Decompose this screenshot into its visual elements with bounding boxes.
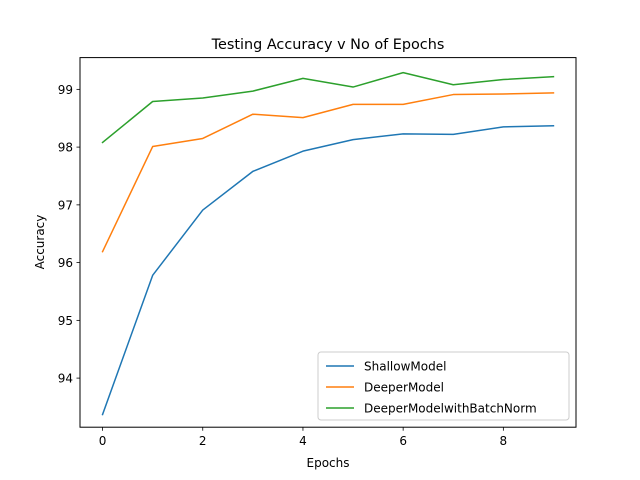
legend-label-0: ShallowModel xyxy=(364,360,446,374)
y-tick-label: 96 xyxy=(58,256,73,270)
y-tick-label: 98 xyxy=(58,141,73,155)
series-line-1 xyxy=(101,92,555,253)
legend: ShallowModel DeeperModel DeeperModelwithBa… xyxy=(317,351,570,421)
x-tick-label: 6 xyxy=(399,434,407,448)
x-tick-label: 8 xyxy=(500,434,508,448)
x-axis-ticks: 0 2 4 6 8 xyxy=(99,427,507,448)
x-tick-label: 0 xyxy=(99,434,107,448)
y-axis-ticks: 94 95 96 97 98 99 xyxy=(58,83,80,386)
legend-box xyxy=(317,351,570,421)
y-tick-label: 97 xyxy=(58,198,73,212)
y-tick-label: 94 xyxy=(58,372,73,386)
legend-label-1: DeeperModel xyxy=(364,381,444,395)
axes-frame xyxy=(79,57,577,428)
y-tick-label: 99 xyxy=(58,83,73,97)
y-axis-title: Accuracy xyxy=(33,215,47,270)
series-line-2 xyxy=(101,71,555,144)
x-tick-label: 4 xyxy=(299,434,307,448)
x-tick-label: 2 xyxy=(199,434,207,448)
legend-label-2: DeeperModelwithBatchNorm xyxy=(364,402,537,416)
x-axis-title: Epochs xyxy=(307,456,350,470)
series-line-0 xyxy=(101,124,555,416)
y-tick-label: 95 xyxy=(58,314,73,328)
chart-title: Testing Accuracy v No of Epochs xyxy=(211,37,445,53)
plot-area xyxy=(101,71,555,416)
